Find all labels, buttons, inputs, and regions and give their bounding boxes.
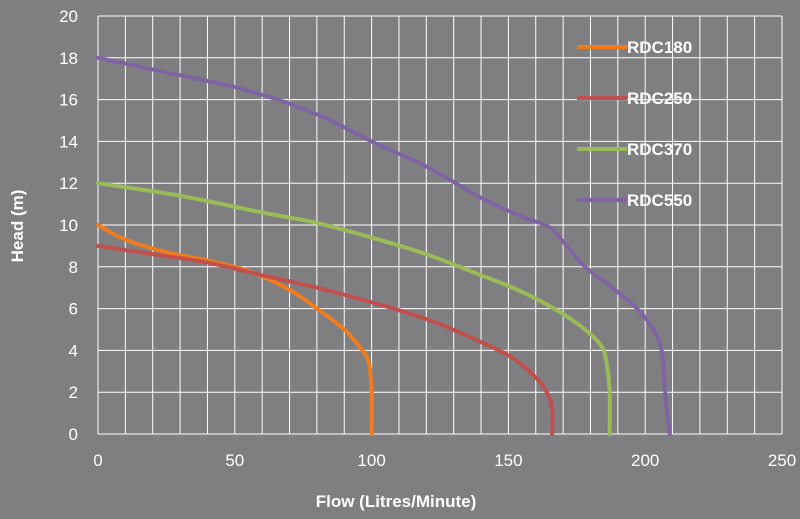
legend-label-rdc180: RDC180 [627,38,692,57]
y-tick-label: 0 [69,425,78,444]
x-tick-label: 250 [768,451,796,470]
x-tick-label: 100 [357,451,385,470]
y-tick-label: 14 [59,132,78,151]
legend-label-rdc250: RDC250 [627,89,692,108]
y-tick-label: 10 [59,216,78,235]
x-tick-label: 200 [631,451,659,470]
series-line-rdc180 [96,223,374,436]
x-tick-label: 50 [225,451,244,470]
x-axis-title: Flow (Litres/Minute) [316,492,477,511]
y-tick-label: 2 [69,383,78,402]
legend-label-rdc550: RDC550 [627,191,692,210]
chart-series [96,55,672,436]
y-tick-label: 20 [59,7,78,26]
x-axis-ticks: 0 50 100 150 200 250 [93,451,796,470]
chart-legend: RDC180 RDC250 RDC370 RDC550 [577,38,692,210]
y-tick-label: 6 [69,300,78,319]
y-tick-label: 8 [69,258,78,277]
legend-label-rdc370: RDC370 [627,140,692,159]
series-line-rdc370 [96,181,612,436]
y-tick-label: 12 [59,174,78,193]
y-tick-label: 16 [59,91,78,110]
x-tick-label: 0 [93,451,102,470]
y-tick-label: 18 [59,49,78,68]
series-line-rdc250 [96,243,555,436]
y-axis-title: Head (m) [8,190,27,263]
series-line-rdc550 [96,55,672,436]
y-tick-label: 4 [69,341,78,360]
x-tick-label: 150 [494,451,522,470]
y-axis-ticks: 0 2 4 6 8 10 12 14 16 18 20 [59,7,78,444]
